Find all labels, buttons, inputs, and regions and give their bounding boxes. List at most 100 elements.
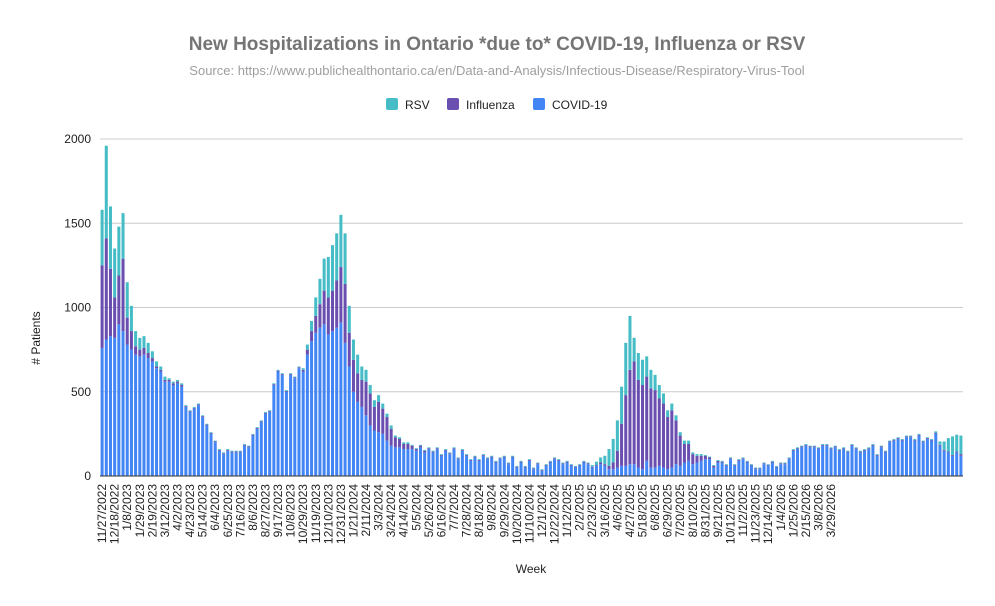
- bar-covid-19[interactable]: [108, 336, 112, 476]
- bar-rsv[interactable]: [339, 214, 343, 268]
- bar-rsv[interactable]: [569, 464, 573, 466]
- bar-influenza[interactable]: [188, 411, 192, 412]
- bar-rsv[interactable]: [360, 366, 364, 380]
- bar-covid-19[interactable]: [733, 465, 737, 476]
- bar-influenza[interactable]: [863, 449, 867, 451]
- bar-influenza[interactable]: [930, 439, 934, 441]
- bar-covid-19[interactable]: [121, 331, 125, 476]
- bar-influenza[interactable]: [125, 317, 129, 345]
- bar-covid-19[interactable]: [850, 445, 854, 476]
- bar-rsv[interactable]: [553, 457, 557, 459]
- bar-covid-19[interactable]: [896, 438, 900, 476]
- bar-covid-19[interactable]: [372, 430, 376, 477]
- bar-covid-19[interactable]: [917, 435, 921, 476]
- bar-influenza[interactable]: [326, 297, 330, 335]
- bar-covid-19[interactable]: [448, 454, 452, 476]
- bar-influenza[interactable]: [310, 331, 314, 342]
- bar-rsv[interactable]: [712, 465, 716, 466]
- bar-rsv[interactable]: [850, 443, 854, 445]
- bar-influenza[interactable]: [414, 449, 418, 451]
- bar-influenza[interactable]: [506, 463, 510, 465]
- bar-rsv[interactable]: [159, 366, 163, 370]
- bar-rsv[interactable]: [410, 444, 414, 446]
- bar-influenza[interactable]: [473, 456, 477, 458]
- bar-rsv[interactable]: [930, 438, 934, 440]
- bar-influenza[interactable]: [900, 439, 904, 441]
- bar-covid-19[interactable]: [620, 465, 624, 476]
- bar-rsv[interactable]: [653, 374, 657, 391]
- bar-influenza[interactable]: [142, 347, 146, 355]
- bar-covid-19[interactable]: [125, 344, 129, 476]
- bar-influenza[interactable]: [469, 459, 473, 461]
- bar-influenza[interactable]: [833, 446, 837, 448]
- bar-covid-19[interactable]: [175, 383, 180, 476]
- bar-rsv[interactable]: [393, 435, 397, 438]
- bar-influenza[interactable]: [343, 283, 347, 343]
- bar-influenza[interactable]: [263, 412, 267, 414]
- bar-rsv[interactable]: [837, 449, 841, 450]
- bar-influenza[interactable]: [770, 461, 774, 463]
- bar-covid-19[interactable]: [163, 381, 167, 476]
- bar-covid-19[interactable]: [699, 460, 703, 476]
- bar-influenza[interactable]: [356, 373, 360, 402]
- bar-influenza[interactable]: [427, 448, 431, 450]
- bar-influenza[interactable]: [138, 349, 142, 357]
- bar-covid-19[interactable]: [758, 469, 762, 476]
- bar-rsv[interactable]: [804, 443, 808, 445]
- bar-rsv[interactable]: [297, 366, 301, 368]
- bar-covid-19[interactable]: [628, 464, 632, 476]
- bar-rsv[interactable]: [146, 342, 150, 353]
- bar-rsv[interactable]: [766, 464, 770, 466]
- bar-rsv[interactable]: [251, 433, 255, 435]
- bar-rsv[interactable]: [213, 440, 217, 442]
- bar-covid-19[interactable]: [720, 462, 724, 476]
- bar-influenza[interactable]: [171, 383, 175, 386]
- bar-rsv[interactable]: [175, 379, 180, 382]
- bar-influenza[interactable]: [368, 393, 372, 426]
- bar-covid-19[interactable]: [796, 449, 800, 476]
- bar-covid-19[interactable]: [712, 467, 716, 476]
- bar-rsv[interactable]: [217, 449, 221, 450]
- bar-covid-19[interactable]: [209, 433, 213, 477]
- bar-rsv[interactable]: [255, 427, 259, 428]
- bar-covid-19[interactable]: [356, 401, 360, 476]
- bar-influenza[interactable]: [553, 458, 557, 460]
- bar-rsv[interactable]: [682, 440, 686, 444]
- bar-rsv[interactable]: [322, 258, 326, 291]
- bar-covid-19[interactable]: [557, 460, 561, 476]
- bar-covid-19[interactable]: [402, 449, 406, 476]
- bar-influenza[interactable]: [624, 395, 628, 466]
- bar-covid-19[interactable]: [180, 386, 184, 476]
- bar-influenza[interactable]: [297, 367, 301, 369]
- bar-rsv[interactable]: [268, 410, 272, 412]
- bar-covid-19[interactable]: [569, 465, 573, 476]
- bar-influenza[interactable]: [351, 359, 355, 392]
- bar-covid-19[interactable]: [326, 334, 330, 476]
- bar-covid-19[interactable]: [251, 435, 255, 476]
- bar-rsv[interactable]: [205, 423, 209, 425]
- bar-covid-19[interactable]: [293, 378, 297, 476]
- bar-covid-19[interactable]: [590, 467, 594, 476]
- bar-influenza[interactable]: [289, 374, 293, 375]
- bar-rsv[interactable]: [129, 305, 133, 332]
- bar-influenza[interactable]: [791, 449, 795, 451]
- bar-influenza[interactable]: [645, 376, 649, 461]
- bar-rsv[interactable]: [871, 443, 875, 445]
- bar-influenza[interactable]: [465, 454, 469, 456]
- bar-influenza[interactable]: [481, 454, 485, 456]
- bar-covid-19[interactable]: [573, 467, 577, 476]
- bar-covid-19[interactable]: [737, 460, 741, 476]
- bar-influenza[interactable]: [829, 448, 833, 450]
- bar-covid-19[interactable]: [155, 368, 159, 476]
- bar-covid-19[interactable]: [703, 459, 707, 476]
- bar-rsv[interactable]: [599, 457, 603, 463]
- bar-covid-19[interactable]: [515, 467, 519, 476]
- bar-covid-19[interactable]: [858, 452, 862, 476]
- bar-influenza[interactable]: [159, 369, 163, 372]
- bar-rsv[interactable]: [209, 432, 213, 434]
- bar-influenza[interactable]: [867, 448, 871, 450]
- bar-influenza[interactable]: [331, 290, 335, 332]
- bar-rsv[interactable]: [745, 460, 749, 462]
- bar-influenza[interactable]: [762, 463, 766, 465]
- bar-influenza[interactable]: [314, 315, 318, 333]
